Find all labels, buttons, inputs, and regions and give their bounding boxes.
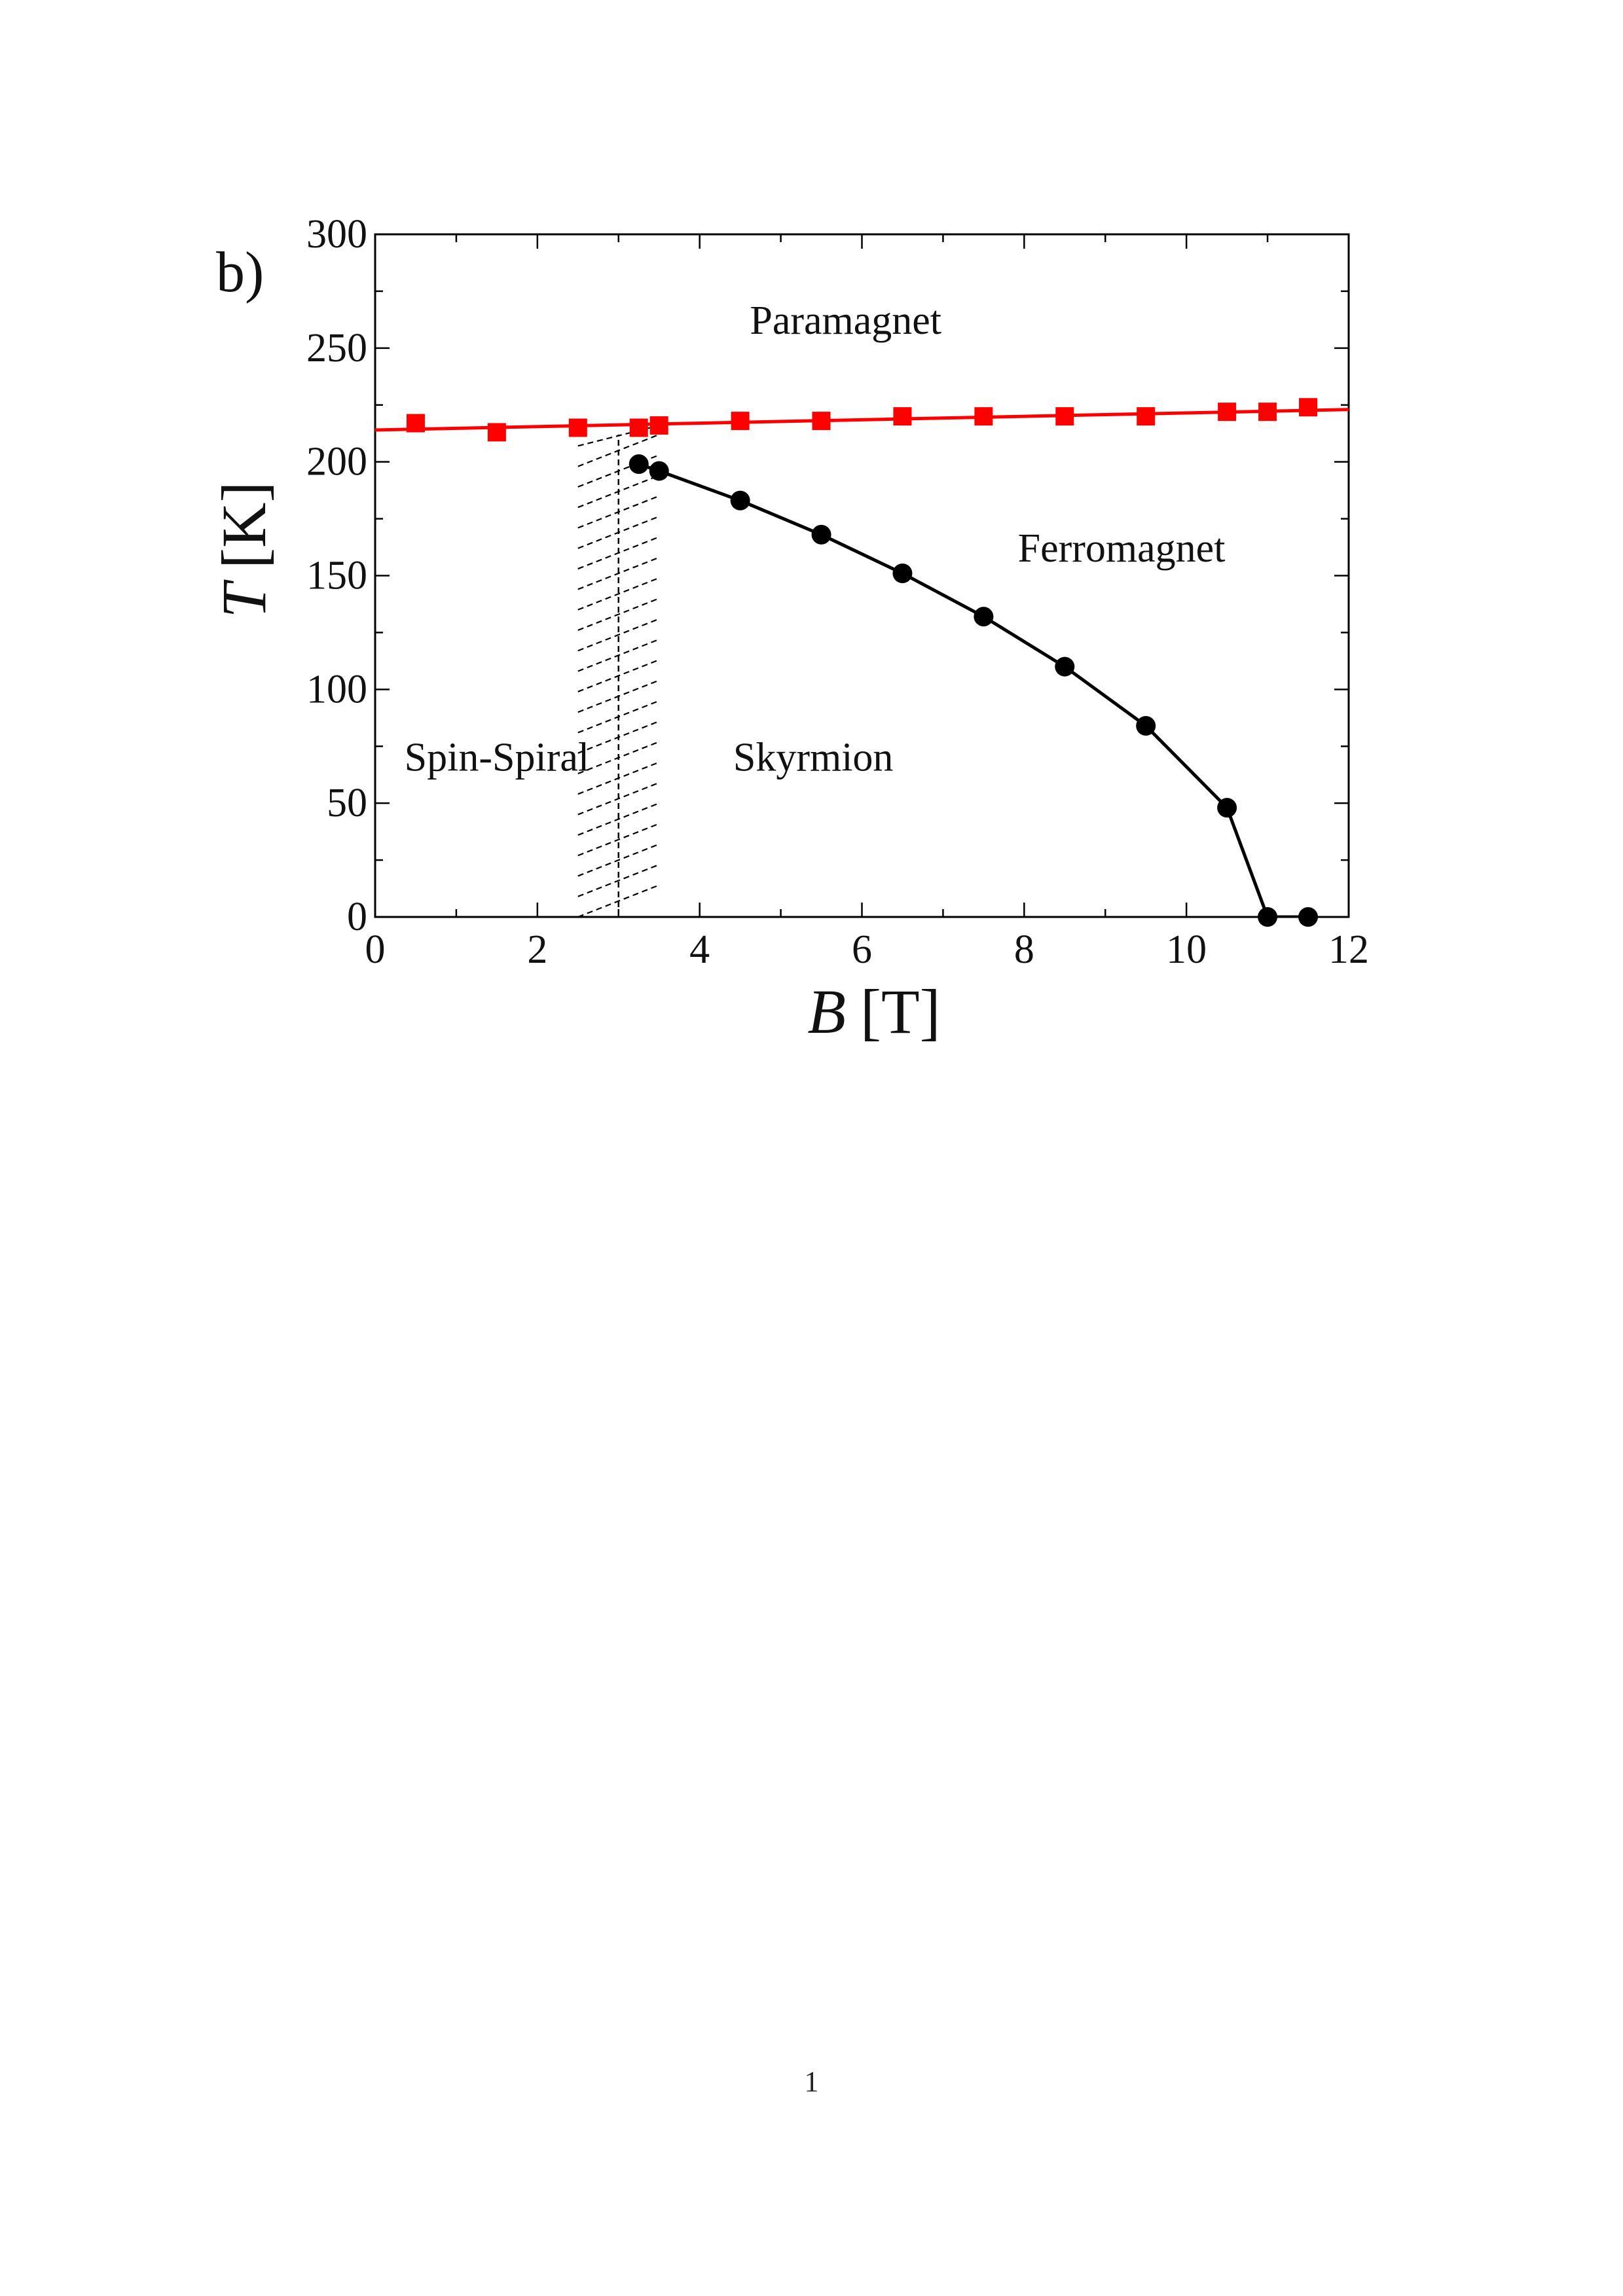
y-tick-label: 50 <box>327 781 367 825</box>
hatch-line <box>577 618 660 652</box>
square-marker <box>1055 407 1074 426</box>
y-tick-label: 250 <box>306 326 367 370</box>
x-axis-title: B [T] <box>807 977 940 1047</box>
hatch-line <box>577 598 660 631</box>
plot-area <box>374 233 1350 918</box>
square-marker <box>568 418 587 437</box>
circle-marker <box>1217 798 1237 818</box>
circle-marker <box>1258 907 1278 927</box>
y-tick-label: 100 <box>306 667 367 711</box>
circle-marker <box>629 454 649 475</box>
square-marker <box>1218 403 1237 422</box>
square-marker <box>893 407 912 426</box>
x-tick-label: 2 <box>527 927 547 972</box>
square-marker <box>1137 407 1156 426</box>
phase-label: Paramagnet <box>750 298 941 343</box>
x-tick-label: 6 <box>852 927 872 972</box>
hatch-line <box>577 884 660 917</box>
phase-label: Spin-Spiral <box>405 736 589 780</box>
hatch-line <box>577 843 660 877</box>
series-lines <box>375 408 1349 917</box>
square-marker <box>1299 398 1318 417</box>
phase-label: Skyrmion <box>733 736 894 780</box>
square-marker <box>974 407 993 426</box>
series-markers <box>406 398 1319 927</box>
circle-marker <box>974 607 994 627</box>
x-tick-label: 0 <box>365 927 386 972</box>
phase-label: Ferromagnet <box>1018 526 1226 571</box>
square-marker <box>487 423 506 442</box>
hatch-line <box>577 577 660 611</box>
page-number: 1 <box>804 2066 819 2098</box>
x-tick-label: 8 <box>1014 927 1034 972</box>
circle-marker <box>730 490 750 511</box>
fit-line-series-0 <box>375 408 1349 432</box>
hatch-line <box>577 802 660 836</box>
y-tick-label: 300 <box>306 212 367 257</box>
square-marker <box>731 412 750 431</box>
circle-marker <box>811 524 831 545</box>
circle-marker <box>1136 715 1156 736</box>
square-marker <box>629 418 648 437</box>
hatch-line <box>577 556 660 590</box>
circle-marker <box>1055 656 1075 677</box>
hatch-line <box>577 638 660 672</box>
square-marker <box>812 412 831 431</box>
transition-hatch-region <box>577 424 660 917</box>
y-axis-unit: [K] <box>209 482 279 569</box>
y-tick-label: 200 <box>306 440 367 484</box>
x-axis-symbol: B <box>807 977 846 1047</box>
square-marker <box>406 414 425 433</box>
y-axis-symbol: T <box>209 579 279 618</box>
square-marker <box>649 416 668 435</box>
phase-annotations: Paramagnet Ferromagnet Spin-Spiral Skyrmion <box>405 298 1226 780</box>
x-axis-unit: [T] <box>860 977 941 1047</box>
y-tick-label: 150 <box>306 554 367 598</box>
x-tick-label: 10 <box>1166 927 1207 972</box>
hatch-line <box>577 823 660 857</box>
y-axis-title: T [K] <box>209 482 279 619</box>
panel-label: b) <box>216 241 264 304</box>
x-tick-label: 12 <box>1328 927 1369 972</box>
circle-marker <box>649 461 669 481</box>
x-tick-label: 4 <box>689 927 710 972</box>
hatch-line <box>577 864 660 897</box>
tick-labels: 0 2 4 6 8 10 12 0 50 100 150 200 250 300 <box>306 212 1369 972</box>
square-marker <box>1258 403 1277 422</box>
circle-marker <box>892 564 913 584</box>
y-tick-label: 0 <box>347 895 367 939</box>
circle-marker <box>1298 907 1319 927</box>
axis-titles: B [T] T [K] <box>209 482 941 1047</box>
